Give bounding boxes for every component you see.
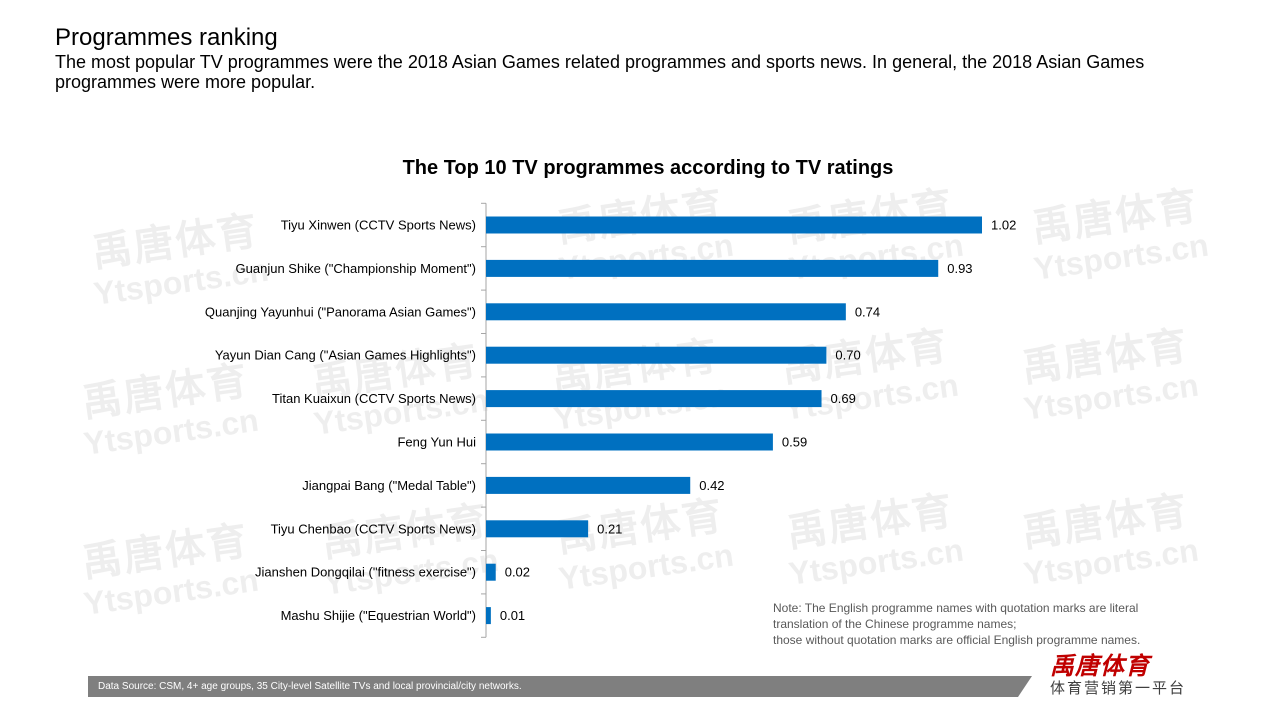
data-label: 0.21 [597, 521, 622, 536]
data-label: 0.69 [831, 391, 856, 406]
brand-logo-text: 禹唐体育 [1050, 653, 1150, 680]
footer-bar-tail [1018, 676, 1032, 697]
bar [486, 346, 827, 364]
category-label: Titan Kuaixun (CCTV Sports News) [272, 391, 476, 406]
page-title: Programmes ranking [55, 24, 278, 51]
data-source: Data Source: CSM, 4+ age groups, 35 City… [98, 681, 522, 692]
category-label: Guanjun Shike ("Championship Moment") [236, 261, 476, 276]
brand-logo: 禹唐体育 体育营销第一平台 [1050, 654, 1190, 698]
footnote-line: those without quotation marks are offici… [773, 633, 1141, 647]
bar [486, 476, 691, 494]
chart-title: The Top 10 TV programmes according to TV… [403, 157, 894, 179]
bar [486, 433, 773, 451]
data-label: 1.02 [991, 218, 1016, 233]
category-label: Jiangpai Bang ("Medal Table") [302, 478, 476, 493]
category-label: Jianshen Dongqilai ("fitness exercise") [255, 565, 476, 580]
page-subtitle: The most popular TV programmes were the … [55, 52, 1145, 92]
data-label: 0.93 [947, 261, 972, 276]
footnote: Note: The English programme names with q… [773, 600, 1213, 648]
data-label: 0.01 [500, 608, 525, 623]
plot-area: Tiyu Xinwen (CCTV Sports News) 1.02 Guanju… [205, 202, 1016, 638]
footnote-line: translation of the Chinese programme nam… [773, 617, 1017, 631]
data-label: 0.74 [855, 304, 880, 319]
category-label: Tiyu Xinwen (CCTV Sports News) [281, 218, 476, 233]
bar [486, 216, 982, 234]
category-label: Tiyu Chenbao (CCTV Sports News) [271, 521, 476, 536]
data-label: 0.42 [699, 478, 724, 493]
category-label: Mashu Shijie ("Equestrian World") [281, 608, 476, 623]
category-label: Yayun Dian Cang ("Asian Games Highlights… [215, 348, 476, 363]
category-label: Feng Yun Hui [397, 435, 476, 450]
data-label: 0.59 [782, 435, 807, 450]
footnote-line: Note: The English programme names with q… [773, 601, 1139, 615]
bar [486, 607, 491, 625]
bar [486, 303, 846, 321]
bar [486, 390, 822, 408]
data-label: 0.70 [835, 348, 860, 363]
bar [486, 520, 589, 538]
bar [486, 563, 496, 581]
data-label: 0.02 [505, 565, 530, 580]
footer-bar [88, 676, 1018, 697]
category-label: Quanjing Yayunhui ("Panorama Asian Games… [205, 304, 476, 319]
brand-tagline: 体育营销第一平台 [1050, 680, 1187, 697]
bar [486, 259, 939, 277]
